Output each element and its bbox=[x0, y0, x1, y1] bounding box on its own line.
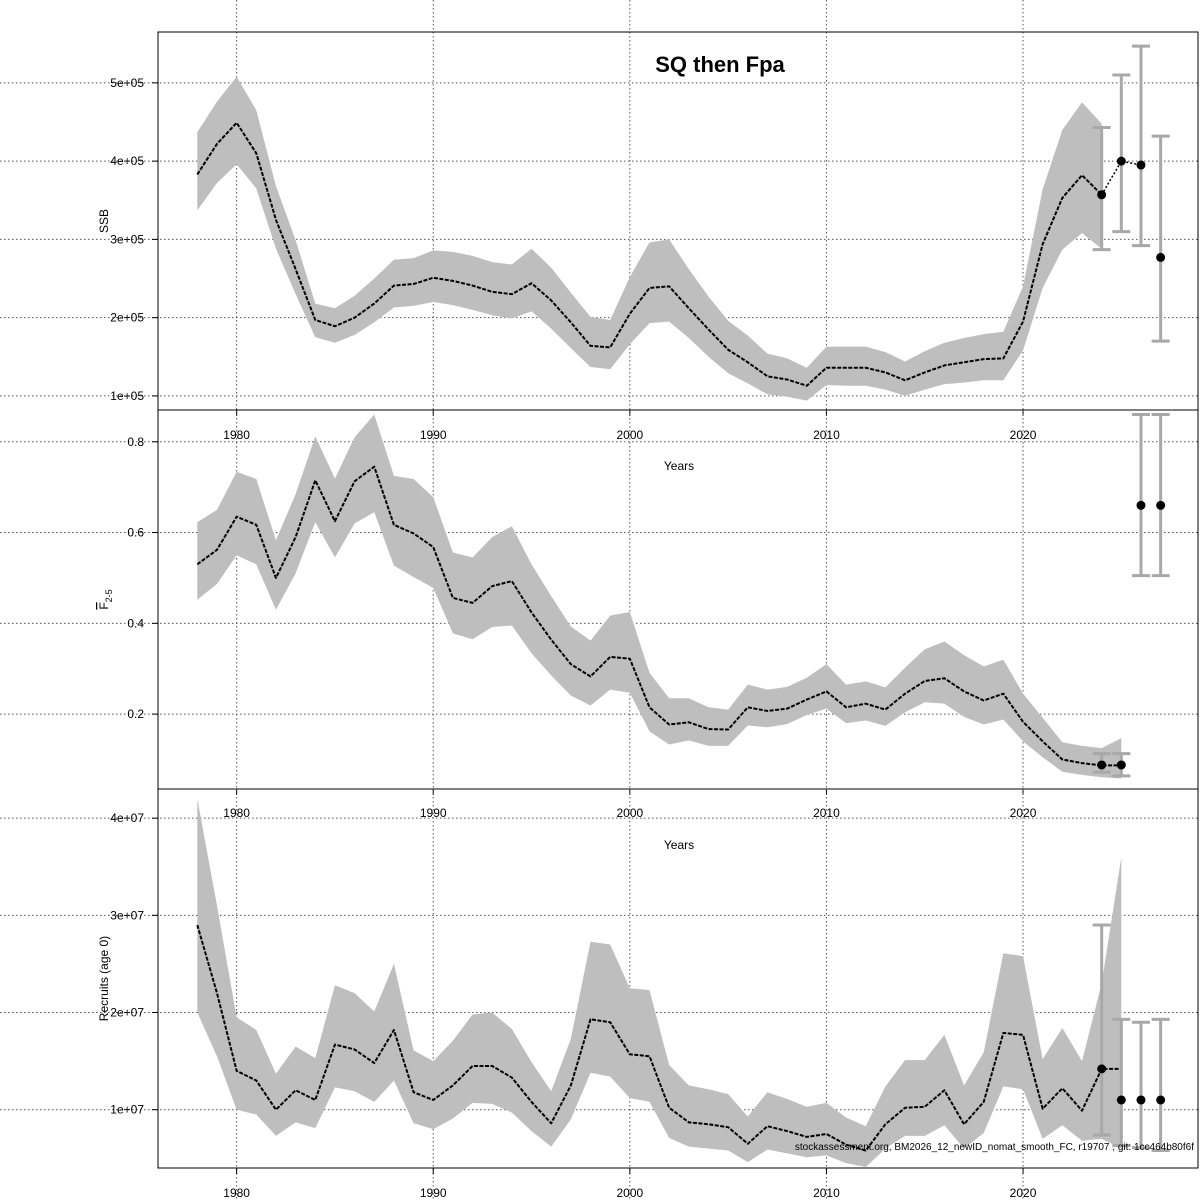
recruits-xaxis-label: Years bbox=[664, 838, 694, 852]
ssb-estimate-line bbox=[196, 121, 1103, 387]
ssb-forecast-point-2024 bbox=[1097, 190, 1107, 200]
ssb-ytick-label: 5e+05 bbox=[110, 76, 144, 90]
fbar-xaxis-label: Years bbox=[664, 459, 694, 473]
recruits-ytick-label: 1e+07 bbox=[110, 1103, 144, 1117]
recruits-estimate-line bbox=[196, 924, 1122, 1152]
fbar-forecast-point-2025 bbox=[1116, 760, 1126, 770]
fbar-ytick-label: 0.2 bbox=[127, 707, 144, 721]
fbar-forecast-errorbar-2026 bbox=[1131, 413, 1150, 578]
fbar-forecast-errorbar-2027 bbox=[1151, 413, 1170, 578]
recruits-forecast-point-2027 bbox=[1156, 1095, 1166, 1105]
fbar-forecast-point-2027 bbox=[1156, 500, 1166, 510]
recruits-confidence-band bbox=[197, 798, 1122, 1168]
recruits-forecast-errorbar-2027 bbox=[1151, 1017, 1170, 1153]
fbar-yaxis-label: F2-5 bbox=[97, 589, 114, 609]
recruits-forecast-errorbar-2025 bbox=[1112, 1017, 1131, 1148]
ssb-forecast-line bbox=[1101, 160, 1142, 196]
ssb-forecast-errorbar-2026 bbox=[1131, 44, 1150, 248]
fbar-yaxis-label-subscript: 2-5 bbox=[104, 589, 114, 602]
recruits-forecast-point-2025 bbox=[1116, 1095, 1126, 1105]
ssb-forecast-errorbar-2025 bbox=[1112, 73, 1131, 234]
chart-title: SQ then Fpa bbox=[655, 52, 785, 77]
recruits-yaxis-label: Recruits (age 0) bbox=[97, 936, 111, 1021]
recruits-xtick-label: 2020 bbox=[1010, 1186, 1037, 1200]
recruits-panel: 1e+07 2e+07 3e+07 4e+07 1980 1990 2000 2010 2020… bbox=[0, 788, 1200, 1200]
recruits-ytick-label: 4e+07 bbox=[110, 811, 144, 825]
recruits-yaxis-label-main: Recruits (age 0) bbox=[97, 936, 111, 1021]
recruits-xtick-label: 2000 bbox=[616, 1186, 643, 1200]
ssb-ytick-label: 4e+05 bbox=[110, 154, 144, 168]
fbar-ytick-label: 0.8 bbox=[127, 435, 144, 449]
ssb-forecast-point-2026 bbox=[1136, 160, 1146, 170]
ssb-forecast-errorbar-2024 bbox=[1092, 125, 1111, 252]
fbar-yaxis-label-main: F bbox=[97, 602, 111, 609]
fbar-grid bbox=[0, 410, 1200, 789]
fbar-ytick-label: 0.6 bbox=[127, 526, 144, 540]
ssb-ytick-label: 2e+05 bbox=[110, 311, 144, 325]
fbar-ytick-label: 0.4 bbox=[127, 616, 144, 630]
fbar-estimate-line bbox=[196, 465, 1122, 767]
ssb-forecast-errorbar-2027 bbox=[1151, 134, 1170, 343]
ssb-forecast-point-2025 bbox=[1116, 156, 1126, 166]
ssb-yaxis-label: SSB bbox=[97, 209, 111, 233]
footer-credit: stockassessment.org, BM2026_12_newID_nom… bbox=[795, 1142, 1194, 1153]
ssb-ytick-label: 3e+05 bbox=[110, 232, 144, 246]
fbar-forecast-point-2024 bbox=[1097, 760, 1107, 770]
ssb-confidence-band bbox=[197, 76, 1102, 401]
recruits-frame bbox=[157, 788, 1199, 1169]
recruits-ytick-label: 2e+07 bbox=[110, 1006, 144, 1020]
recruits-forecast-errorbar-2026 bbox=[1131, 1020, 1150, 1150]
recruits-xtick-label: 2010 bbox=[813, 1186, 840, 1200]
recruits-xtick-label: 1980 bbox=[223, 1186, 250, 1200]
recruits-xtick-label: 1990 bbox=[420, 1186, 447, 1200]
ssb-forecast-point-2027 bbox=[1156, 252, 1166, 262]
recruits-ytick-label: 3e+07 bbox=[110, 908, 144, 922]
recruits-forecast-point-2024 bbox=[1097, 1064, 1107, 1074]
fbar-confidence-band bbox=[197, 414, 1122, 779]
fbar-forecast-point-2026 bbox=[1136, 500, 1146, 510]
ssb-ytick-label: 1e+05 bbox=[110, 389, 144, 403]
recruits-forecast-point-2026 bbox=[1136, 1095, 1146, 1105]
ssb-yaxis-label-main: SSB bbox=[97, 209, 111, 233]
recruits-forecast-errorbar-2024 bbox=[1092, 923, 1111, 1137]
